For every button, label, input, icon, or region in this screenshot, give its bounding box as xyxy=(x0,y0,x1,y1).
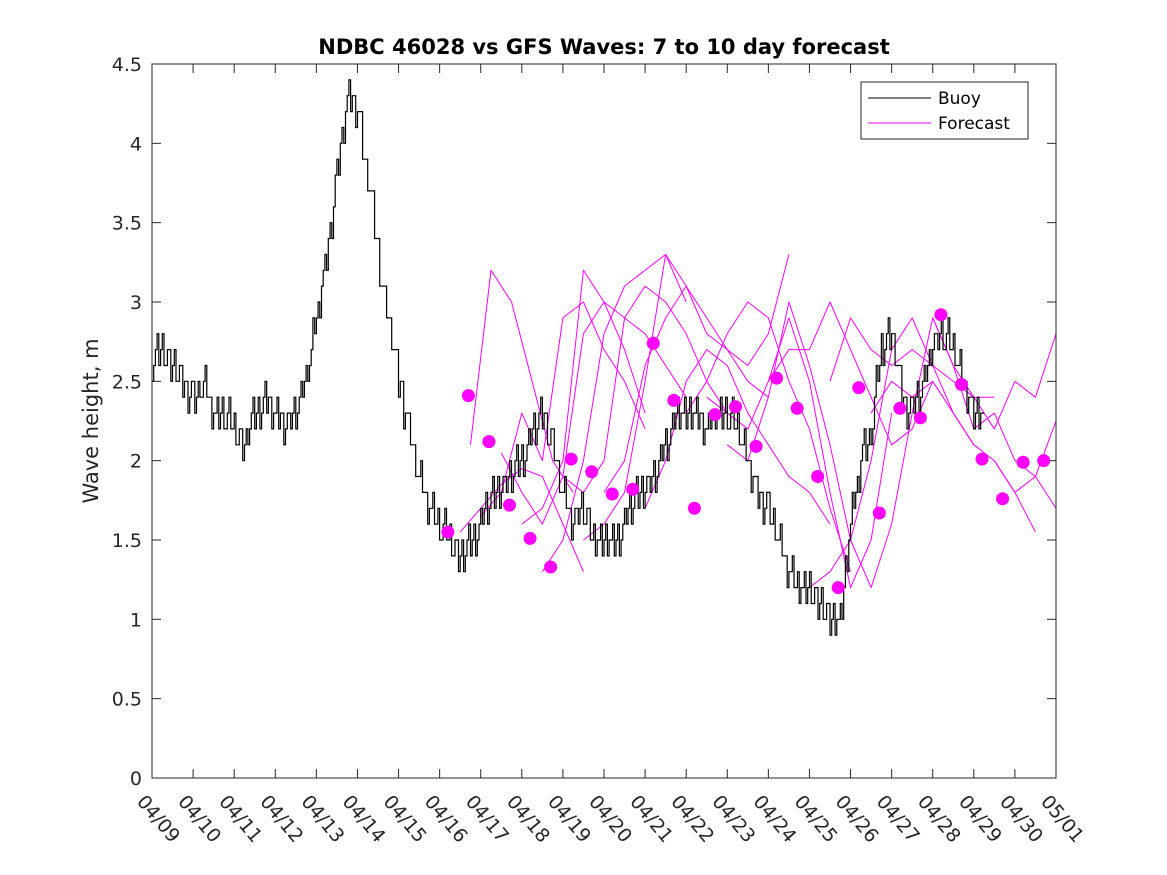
legend-buoy-label: Buoy xyxy=(938,89,981,109)
forecast-point xyxy=(585,465,599,479)
forecast-line xyxy=(706,317,893,589)
forecast-point xyxy=(708,408,722,422)
chart-title: NDBC 46028 vs GFS Waves: 7 to 10 day for… xyxy=(318,35,889,59)
forecast-point xyxy=(482,435,496,449)
x-tick-label: 04/18 xyxy=(502,791,554,847)
x-tick-label: 04/15 xyxy=(379,791,431,847)
y-tick-label: 4.5 xyxy=(112,54,142,76)
forecast-line xyxy=(603,254,790,493)
y-axis-ticks: 0 0.5 1 1.5 2 2.5 3 3.5 4 4.5 xyxy=(112,54,1056,790)
forecast-point xyxy=(667,393,681,407)
x-tick-label: 04/12 xyxy=(255,791,307,847)
forecast-line xyxy=(469,269,574,493)
x-tick-label: 04/17 xyxy=(461,791,513,847)
legend-forecast-label: Forecast xyxy=(938,114,1010,134)
forecast-line xyxy=(809,317,975,588)
y-tick-label: 3.5 xyxy=(112,213,142,235)
x-tick-label: 04/22 xyxy=(666,791,718,847)
forecast-line xyxy=(911,317,1057,430)
forecast-point xyxy=(934,308,948,322)
y-axis-label: Wave height, m xyxy=(79,338,103,503)
x-tick-label: 04/14 xyxy=(338,791,390,847)
x-tick-label: 04/25 xyxy=(790,791,842,847)
forecast-point xyxy=(872,506,886,520)
y-tick-label: 2.5 xyxy=(112,371,142,393)
forecast-point xyxy=(441,525,455,539)
legend-box xyxy=(860,81,1029,140)
forecast-point xyxy=(687,501,701,515)
x-tick-label: 04/19 xyxy=(543,791,595,847)
forecast-point xyxy=(728,400,742,414)
forecast-point xyxy=(913,411,927,425)
forecast-point xyxy=(893,401,907,415)
forecast-point xyxy=(811,470,825,484)
forecast-point xyxy=(954,378,968,392)
x-tick-label: 04/24 xyxy=(749,791,801,847)
forecast-point xyxy=(790,401,804,415)
forecast-point xyxy=(646,336,660,350)
forecast-line xyxy=(932,317,1057,509)
forecast-point xyxy=(626,482,640,496)
forecast-point xyxy=(996,492,1010,506)
x-tick-label: 04/23 xyxy=(707,791,759,847)
x-tick-label: 04/30 xyxy=(995,791,1047,847)
y-tick-label: 3 xyxy=(130,292,142,314)
x-axis-ticks: 04/0904/1004/1104/1204/1304/1404/1504/16… xyxy=(132,64,1088,847)
forecast-line xyxy=(685,301,852,572)
x-tick-label: 04/13 xyxy=(297,791,349,847)
forecast-point xyxy=(564,452,578,466)
forecast-point xyxy=(544,560,558,574)
y-tick-label: 4 xyxy=(130,133,142,155)
y-tick-label: 0 xyxy=(130,768,142,790)
x-tick-label: 04/29 xyxy=(954,791,1006,847)
forecast-point xyxy=(502,498,516,512)
forecast-point xyxy=(831,581,845,595)
forecast-line xyxy=(583,253,769,541)
x-tick-label: 04/10 xyxy=(173,791,225,847)
forecast-point xyxy=(461,389,475,403)
x-tick-label: 05/01 xyxy=(1036,791,1088,847)
forecast-point xyxy=(852,381,866,395)
forecast-line xyxy=(521,269,687,525)
x-tick-label: 04/16 xyxy=(420,791,472,847)
axes-box xyxy=(151,63,1057,779)
y-tick-label: 1 xyxy=(130,609,142,631)
buoy-line xyxy=(152,79,985,636)
forecast-point xyxy=(975,452,989,466)
x-tick-label: 04/20 xyxy=(584,791,636,847)
forecast-line xyxy=(541,253,687,573)
forecast-line xyxy=(767,301,934,446)
x-tick-label: 04/21 xyxy=(625,791,677,847)
forecast-point xyxy=(605,487,619,501)
forecast-line xyxy=(500,301,646,525)
x-tick-label: 04/28 xyxy=(913,791,965,847)
y-tick-label: 0.5 xyxy=(112,689,142,711)
x-tick-label: 04/09 xyxy=(132,791,184,847)
forecast-point xyxy=(523,531,537,545)
forecast-point xyxy=(770,371,784,385)
forecast-line xyxy=(562,285,728,493)
forecast-point xyxy=(749,439,763,453)
x-tick-label: 04/26 xyxy=(831,791,883,847)
y-tick-label: 1.5 xyxy=(112,530,142,552)
legend: Buoy Forecast xyxy=(860,81,1029,140)
x-tick-label: 04/11 xyxy=(214,791,266,847)
forecast-point xyxy=(1037,454,1051,468)
forecast-line xyxy=(726,301,913,589)
forecast-line xyxy=(993,420,1057,493)
forecast-point xyxy=(1016,455,1030,469)
y-tick-label: 2 xyxy=(130,451,142,473)
plot-area xyxy=(152,79,1057,636)
x-tick-label: 04/27 xyxy=(872,791,924,847)
forecast-line xyxy=(480,301,646,517)
